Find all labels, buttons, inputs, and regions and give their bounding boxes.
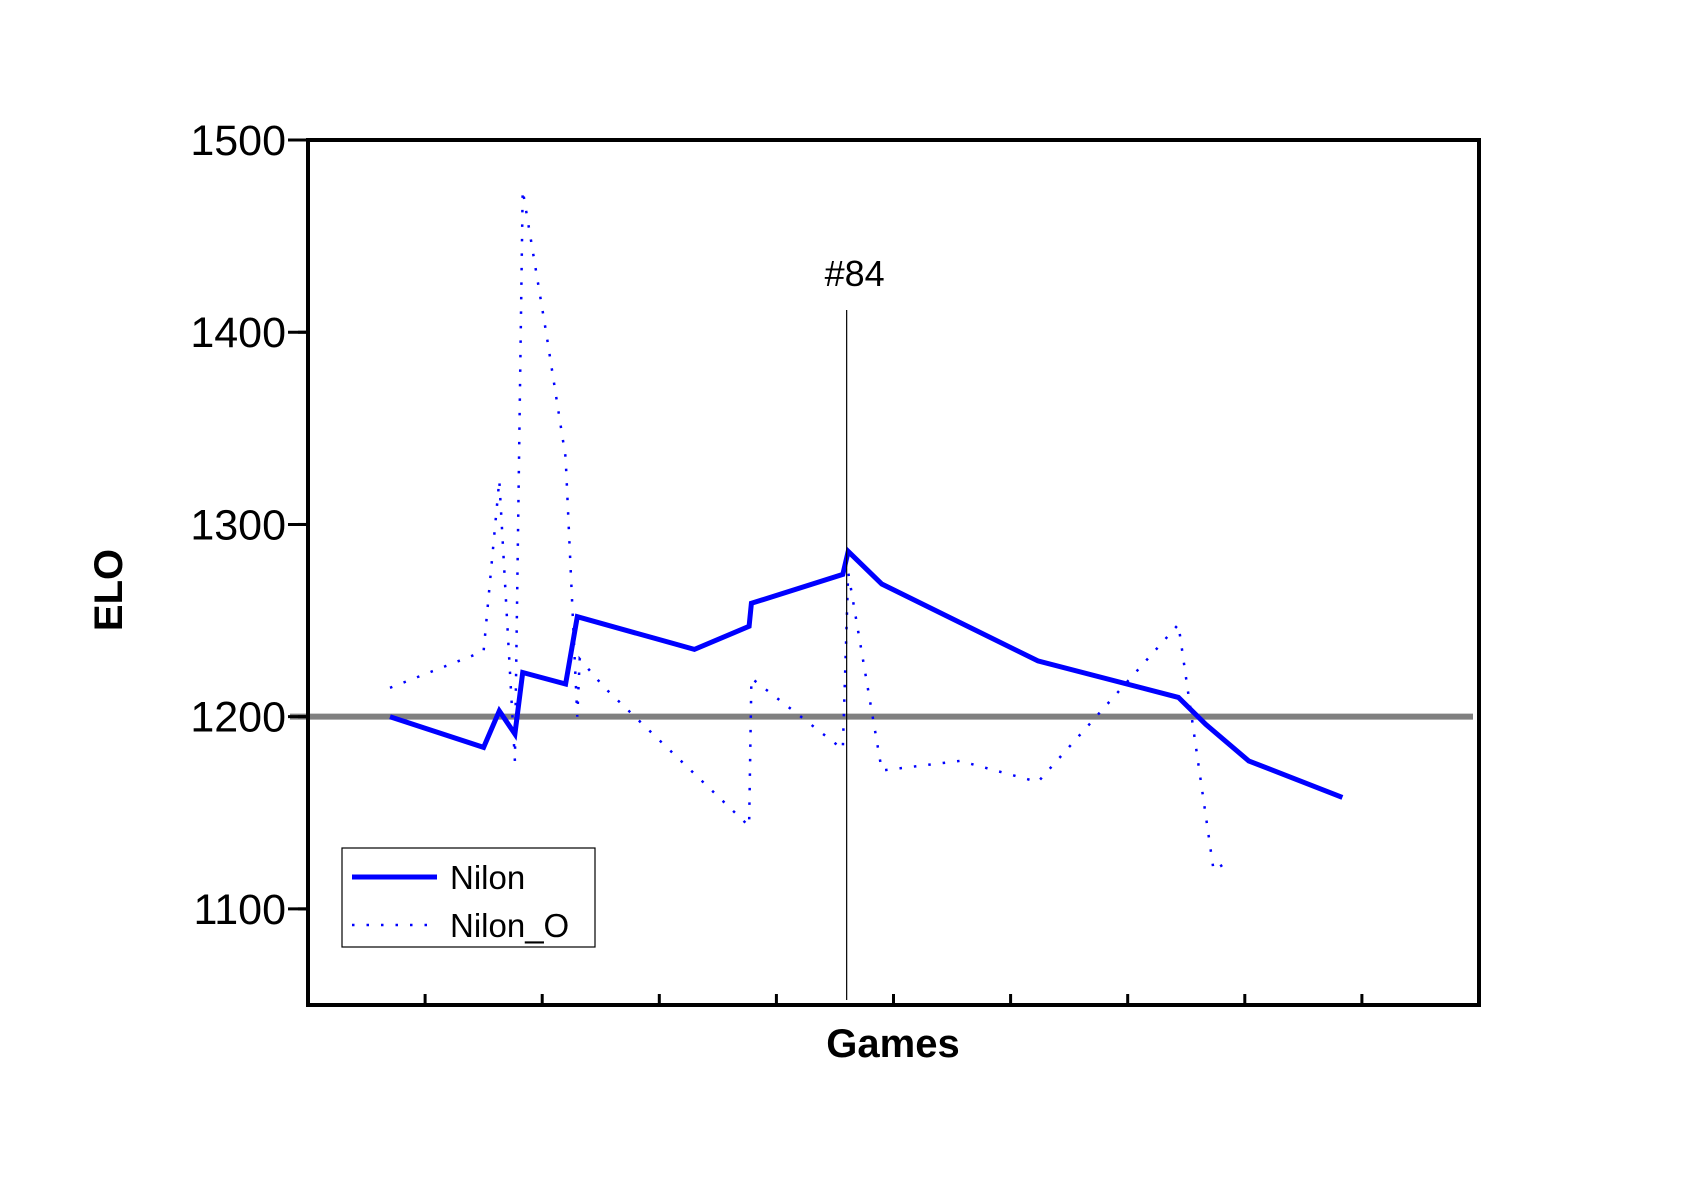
y-tick-label: 1500 — [190, 117, 286, 165]
legend-label-nilon: Nilon — [450, 859, 525, 896]
y-tick-label: 1300 — [190, 501, 286, 549]
y-axis-title: ELO — [87, 549, 131, 631]
legend-box — [341, 847, 596, 948]
annotation-label: #84 — [825, 253, 885, 294]
legend-label-nilon-o: Nilon_O — [450, 907, 569, 944]
y-tick-label: 1400 — [190, 309, 286, 357]
y-tick-label: 1200 — [190, 694, 286, 742]
x-axis-title: Games — [826, 1022, 959, 1066]
y-tick-label: 1100 — [194, 886, 286, 934]
